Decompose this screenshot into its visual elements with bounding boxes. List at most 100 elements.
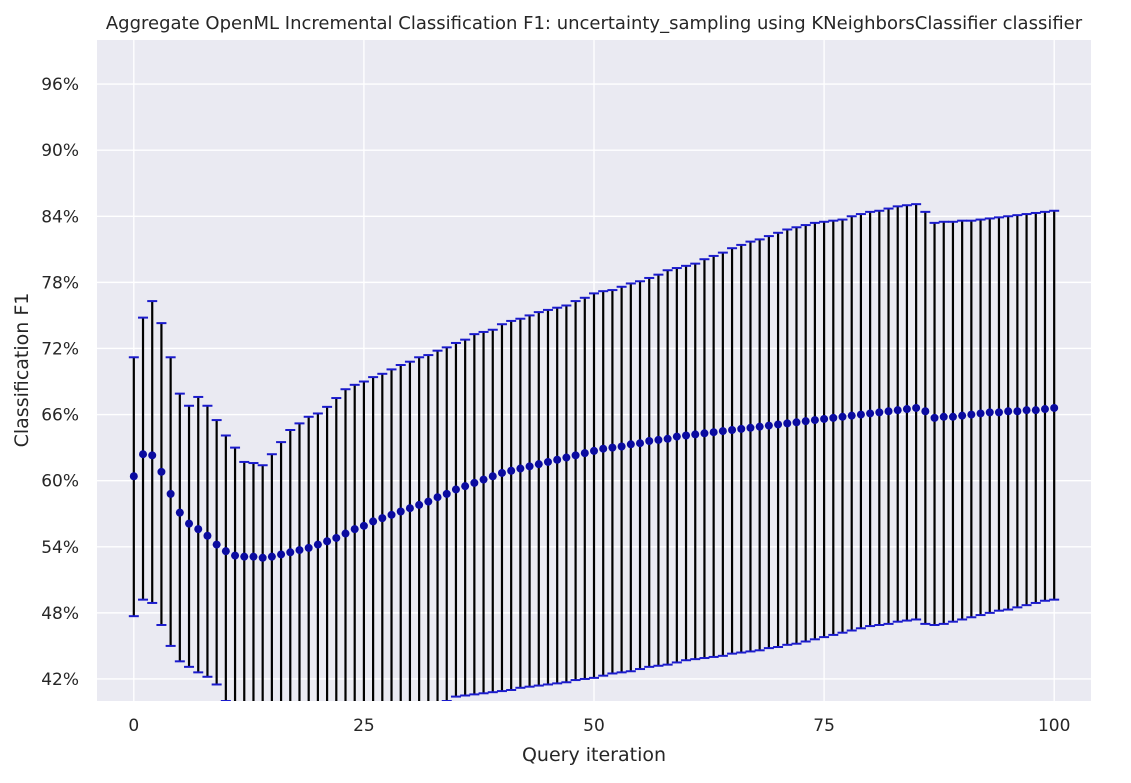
data-point: [682, 431, 691, 440]
x-axis-label: Query iteration: [522, 744, 666, 766]
data-point: [148, 451, 157, 460]
data-point: [976, 409, 985, 418]
data-point: [884, 407, 893, 416]
data-point: [525, 462, 534, 471]
data-point: [590, 446, 598, 455]
data-point: [672, 432, 681, 441]
data-point: [829, 413, 838, 422]
data-point: [1004, 407, 1013, 416]
data-point: [746, 423, 755, 432]
data-point: [893, 406, 902, 415]
data-point: [866, 409, 875, 418]
y-tick-label: 78%: [41, 273, 79, 293]
data-point: [507, 466, 516, 475]
data-point: [378, 514, 387, 523]
data-point: [1050, 403, 1059, 412]
data-point: [433, 493, 442, 502]
y-axis-label: Classification F1: [11, 293, 33, 448]
data-point: [203, 531, 212, 540]
y-tick-label: 96%: [41, 75, 79, 95]
data-point: [801, 417, 810, 426]
data-point: [369, 517, 378, 526]
data-point: [212, 540, 221, 549]
y-tick-label: 84%: [41, 207, 79, 227]
data-point: [479, 475, 488, 484]
data-point: [764, 421, 773, 430]
data-point: [534, 460, 543, 469]
data-point: [691, 430, 700, 439]
data-point: [728, 425, 737, 434]
data-point: [985, 408, 994, 417]
data-point: [166, 489, 175, 498]
data-point: [267, 552, 276, 561]
y-tick-label: 90%: [41, 141, 79, 161]
data-point: [792, 418, 801, 427]
data-point: [1022, 406, 1031, 415]
data-point: [967, 410, 976, 419]
data-point: [1031, 406, 1040, 415]
y-tick-label: 72%: [41, 339, 79, 359]
data-point: [820, 414, 829, 423]
y-tick-label: 48%: [41, 604, 79, 624]
data-point: [277, 550, 286, 559]
data-point: [856, 410, 865, 419]
data-point: [709, 428, 718, 437]
x-tick-label: 75: [813, 716, 835, 736]
data-series: [128, 203, 1060, 701]
data-point: [323, 537, 332, 546]
data-point: [755, 422, 764, 431]
data-point: [948, 412, 957, 421]
data-point: [415, 500, 424, 509]
data-point: [221, 547, 230, 556]
y-tick-label: 42%: [41, 670, 79, 690]
data-point: [258, 553, 267, 562]
data-point: [737, 424, 746, 433]
data-point: [783, 419, 792, 428]
x-tick-label: 50: [583, 716, 605, 736]
data-point: [424, 497, 433, 506]
data-point: [1013, 407, 1022, 416]
data-point: [921, 407, 930, 416]
data-point: [185, 519, 194, 528]
data-point: [341, 529, 350, 538]
data-point: [516, 464, 525, 473]
data-point: [157, 467, 166, 476]
data-point: [396, 507, 405, 516]
data-point: [939, 412, 948, 421]
data-point: [295, 546, 304, 555]
data-point: [488, 472, 497, 481]
data-point: [543, 457, 552, 466]
data-point: [847, 411, 856, 420]
data-point: [774, 420, 783, 429]
data-point: [313, 540, 322, 549]
data-point: [599, 444, 608, 453]
data-point: [304, 543, 313, 552]
data-point: [718, 427, 727, 436]
data-point: [405, 504, 414, 513]
data-point: [810, 416, 819, 425]
y-tick-label: 66%: [41, 406, 79, 426]
data-point: [1040, 405, 1049, 414]
data-point: [654, 435, 663, 444]
data-point: [129, 472, 138, 481]
data-point: [470, 478, 479, 487]
data-point: [636, 439, 645, 448]
y-tick-label: 54%: [41, 538, 79, 558]
data-point: [553, 455, 562, 464]
data-point: [958, 411, 967, 420]
data-point: [139, 450, 148, 459]
x-tick-labels: 0 25 50 75 100: [128, 716, 1070, 736]
data-point: [359, 521, 368, 530]
x-tick-label: 25: [353, 716, 375, 736]
x-tick-label: 100: [1038, 716, 1070, 736]
data-point: [332, 533, 341, 542]
data-point: [994, 408, 1003, 417]
data-point: [451, 485, 460, 494]
data-point: [350, 525, 359, 534]
x-tick-label: 0: [128, 716, 139, 736]
data-point: [387, 510, 396, 519]
data-point: [461, 482, 470, 491]
chart-title: Aggregate OpenML Incremental Classificat…: [106, 13, 1083, 34]
